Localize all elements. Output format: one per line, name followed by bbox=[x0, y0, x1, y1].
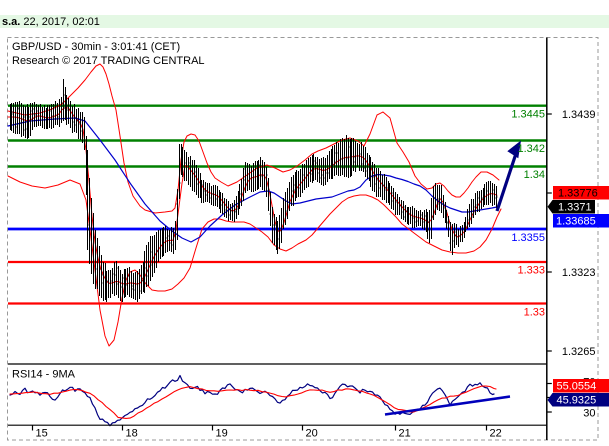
svg-text:1.3371: 1.3371 bbox=[558, 202, 592, 214]
svg-text:15: 15 bbox=[36, 428, 48, 440]
svg-text:30: 30 bbox=[583, 408, 595, 420]
svg-text:1.34: 1.34 bbox=[524, 169, 545, 181]
svg-text:20: 20 bbox=[306, 428, 318, 440]
svg-text:1.3439: 1.3439 bbox=[562, 109, 596, 121]
svg-text:1.33776: 1.33776 bbox=[558, 188, 598, 200]
svg-text:55.0554: 55.0554 bbox=[557, 381, 597, 393]
svg-text:1.33: 1.33 bbox=[524, 307, 545, 319]
svg-text:1.3445: 1.3445 bbox=[511, 109, 545, 121]
svg-text:21: 21 bbox=[399, 428, 411, 440]
svg-text:1.3265: 1.3265 bbox=[562, 346, 596, 358]
svg-text:22: 22 bbox=[490, 428, 502, 440]
svg-text:RSI14 - 9MA: RSI14 - 9MA bbox=[12, 369, 76, 381]
svg-text:1.333: 1.333 bbox=[517, 265, 545, 277]
svg-text:1.3323: 1.3323 bbox=[562, 267, 596, 279]
svg-text:19: 19 bbox=[216, 428, 228, 440]
svg-text:1.33685: 1.33685 bbox=[556, 216, 596, 228]
svg-text:1.342: 1.342 bbox=[517, 143, 545, 155]
svg-text:18: 18 bbox=[126, 428, 138, 440]
svg-text:45.9325: 45.9325 bbox=[557, 395, 597, 407]
svg-text:1.3355: 1.3355 bbox=[511, 232, 545, 244]
